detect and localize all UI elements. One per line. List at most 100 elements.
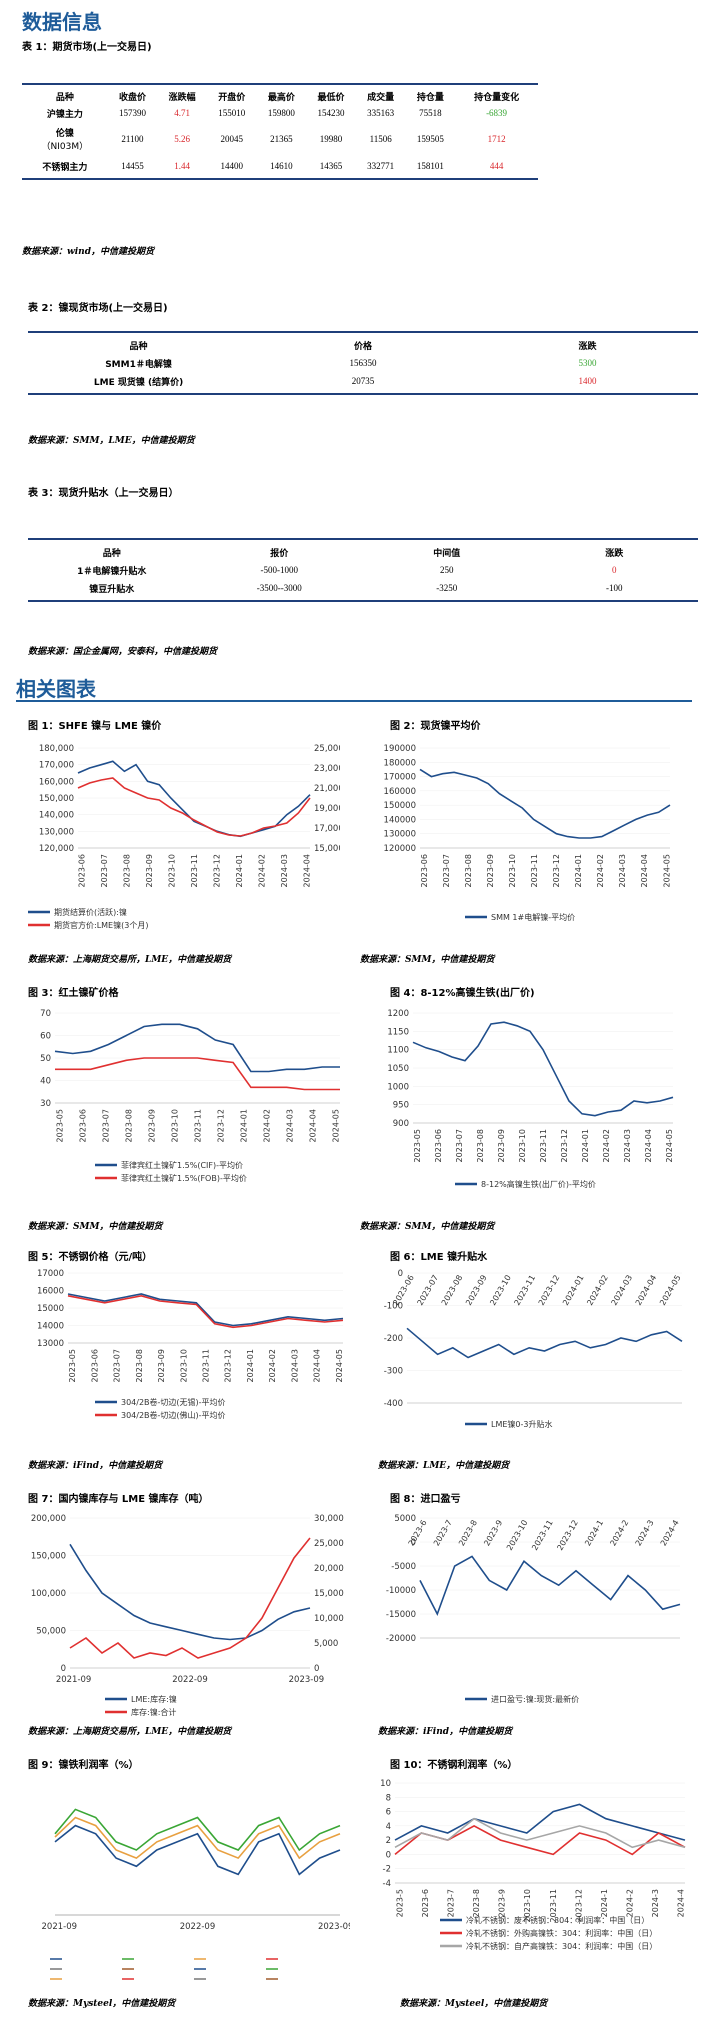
x-tick-label: 2024-02 xyxy=(268,1349,277,1382)
x-tick-label: 2023-10 xyxy=(505,1519,530,1552)
cell: 20045 xyxy=(220,134,244,144)
x-tick-label: 2024-02 xyxy=(263,1109,272,1142)
x-tick-label: 2024-1 xyxy=(583,1519,605,1548)
fig10-caption: 图 10：不锈钢利润率（%） xyxy=(390,1760,518,1771)
cell: 0 xyxy=(612,565,617,575)
fig4-caption: 图 4：8-12%高镍生铁(出厂价) xyxy=(390,988,535,999)
y-tick-label: 16000 xyxy=(37,1287,64,1297)
x-tick-label: 2023-10 xyxy=(179,1349,188,1382)
fig5-chart: 17000 16000 15000 14000 13000 2023-05 2023-06 2… xyxy=(20,1265,350,1450)
table2: 品种 价格 涨跌 SMM1＃电解镍 156350 5300 LME 现货镍 (结… xyxy=(28,336,698,390)
fig3-caption: 图 3：红土镍矿价格 xyxy=(28,988,119,999)
x-tick-label: 2024-2 xyxy=(608,1519,630,1548)
y-tick-label: -15000 xyxy=(386,1610,416,1620)
cell: 159505 xyxy=(416,134,444,144)
x-tick-label: 2023-10 xyxy=(518,1129,527,1162)
section-title-charts: 相关图表 xyxy=(16,677,96,701)
th: 品种 xyxy=(55,92,74,103)
y-tick-label: 150,000 xyxy=(39,794,74,804)
y-tick-label: -400 xyxy=(384,1399,403,1409)
y-tick-label: -2 xyxy=(383,1865,391,1875)
x-tick-label: 2023-10 xyxy=(170,1109,179,1142)
fig9-caption: 图 9：镍铁利润率（%） xyxy=(28,1760,139,1771)
cell: 158101 xyxy=(416,161,444,171)
section-divider xyxy=(16,700,692,702)
cell: 75518 xyxy=(419,108,442,118)
y-tick-label: 160,000 xyxy=(39,777,74,787)
fig2-chart: 190000 180000 170000 160000 150000 140000 1300… xyxy=(365,740,695,945)
th: 涨跌幅 xyxy=(168,92,196,103)
x-tick-label: 2023-09 xyxy=(486,854,495,887)
y-tick-label: 180000 xyxy=(384,758,416,768)
y-tick-label: 50 xyxy=(40,1054,51,1064)
cell: 14610 xyxy=(270,161,293,171)
y-tick-label: -200 xyxy=(384,1334,403,1344)
y-tick-label: 180,000 xyxy=(39,744,74,754)
x-tick-label: 2023-09 xyxy=(145,854,154,887)
table3-top-rule xyxy=(28,538,698,540)
x-tick-label: 2023-08 xyxy=(476,1129,485,1162)
x-tick-label: 2024-01 xyxy=(581,1129,590,1162)
th: 报价 xyxy=(270,548,289,559)
y-tick-label: 1200 xyxy=(387,1009,409,1019)
x-tick-label: 2023-06 xyxy=(391,1274,416,1307)
y-tick-label-right: 17,000 xyxy=(314,824,340,834)
y-tick-label-right: 30,000 xyxy=(314,1514,344,1524)
y-tick-label: 50,000 xyxy=(36,1627,66,1637)
fig1-source: 数据来源：上海期货交易所，LME，中信建投期货 xyxy=(28,955,232,965)
y-tick-label-right: 15,000 xyxy=(314,1589,344,1599)
th: 持仓量变化 xyxy=(474,92,520,103)
fig5-svg: 17000 16000 15000 14000 13000 2023-05 2023-06 2… xyxy=(37,1269,344,1420)
cell: 20735 xyxy=(351,376,375,386)
th: 持仓量 xyxy=(416,92,444,103)
x-tick-label: 2023-10 xyxy=(508,854,517,887)
y-tick-label: 70 xyxy=(40,1009,51,1019)
table3-caption: 表 3：现货升贴水（上一交易日） xyxy=(28,488,179,499)
table-row: 1＃电解镍升贴水 -500-1000 250 0 xyxy=(28,561,698,579)
cell: 1400 xyxy=(578,376,597,386)
y-tick-label: 0 xyxy=(61,1664,66,1674)
cell: 沪镍主力 xyxy=(46,109,83,120)
y-tick-label: 30 xyxy=(40,1099,51,1109)
y-tick-label: 200,000 xyxy=(31,1514,66,1524)
fig8-caption: 图 8：进口盈亏 xyxy=(390,1494,461,1505)
y-tick-label: 130,000 xyxy=(39,827,74,837)
legend-label: 库存:镍:合计 xyxy=(131,1707,176,1717)
table3: 品种 报价 中间值 涨跌 1＃电解镍升贴水 -500-1000 250 0 镍豆… xyxy=(28,543,698,597)
y-tick-label: 150,000 xyxy=(31,1552,66,1562)
y-tick-label: 60 xyxy=(40,1032,51,1042)
fig2-source: 数据来源：SMM，中信建投期货 xyxy=(360,955,495,965)
cell: 159800 xyxy=(267,108,295,118)
cell: 155010 xyxy=(218,108,246,118)
x-tick-label: 2023-08 xyxy=(135,1349,144,1382)
th: 价格 xyxy=(353,341,372,352)
y-tick-label-right: 19,000 xyxy=(314,804,340,814)
fig10-chart: 10 8 6 4 2 0 -2 -4 2023-5 2023-6 2023-7 2023-8 2023-… xyxy=(365,1775,695,1990)
x-tick-label: 2024-01 xyxy=(574,854,583,887)
y-tick-label: -10000 xyxy=(386,1586,416,1596)
series-line xyxy=(406,1327,683,1359)
x-tick-label: 2023-07 xyxy=(100,854,109,887)
fig4-chart: 1200 1150 1100 1050 1000 950 900 2023-05 2023-06… xyxy=(365,1005,695,1215)
cell: 5300 xyxy=(578,358,597,368)
series-line xyxy=(54,1808,341,1852)
fig4-source: 数据来源：SMM，中信建投期货 xyxy=(360,1222,495,1232)
series-line xyxy=(419,768,671,839)
cell: SMM1＃电解镍 xyxy=(105,359,172,370)
y-tick-label-right: 25,000 xyxy=(314,1539,344,1549)
x-tick-label: 2023-05 xyxy=(55,1109,64,1142)
table1-header-row: 品种 收盘价 涨跌幅 开盘价 最高价 最低价 成交量 持仓量 持仓量变化 xyxy=(22,88,538,104)
y-tick-label: -100 xyxy=(384,1302,403,1312)
x-tick-label: 2023-12 xyxy=(560,1129,569,1162)
legend-label: 冷轧不锈钢：废不锈钢：304：利润率：中国（日） xyxy=(466,1915,649,1925)
x-tick-label: 2024-05 xyxy=(332,1109,341,1142)
cell: 21365 xyxy=(270,134,293,144)
th: 最低价 xyxy=(317,92,345,103)
table3-source: 数据来源：国企金属网，安泰科，中信建投期货 xyxy=(28,647,218,657)
x-tick-label: 2023-6 xyxy=(421,1889,430,1917)
x-tick-label: 2024-01 xyxy=(240,1109,249,1142)
section-title-data-info: 数据信息 xyxy=(22,10,102,34)
cell: 335163 xyxy=(367,108,395,118)
